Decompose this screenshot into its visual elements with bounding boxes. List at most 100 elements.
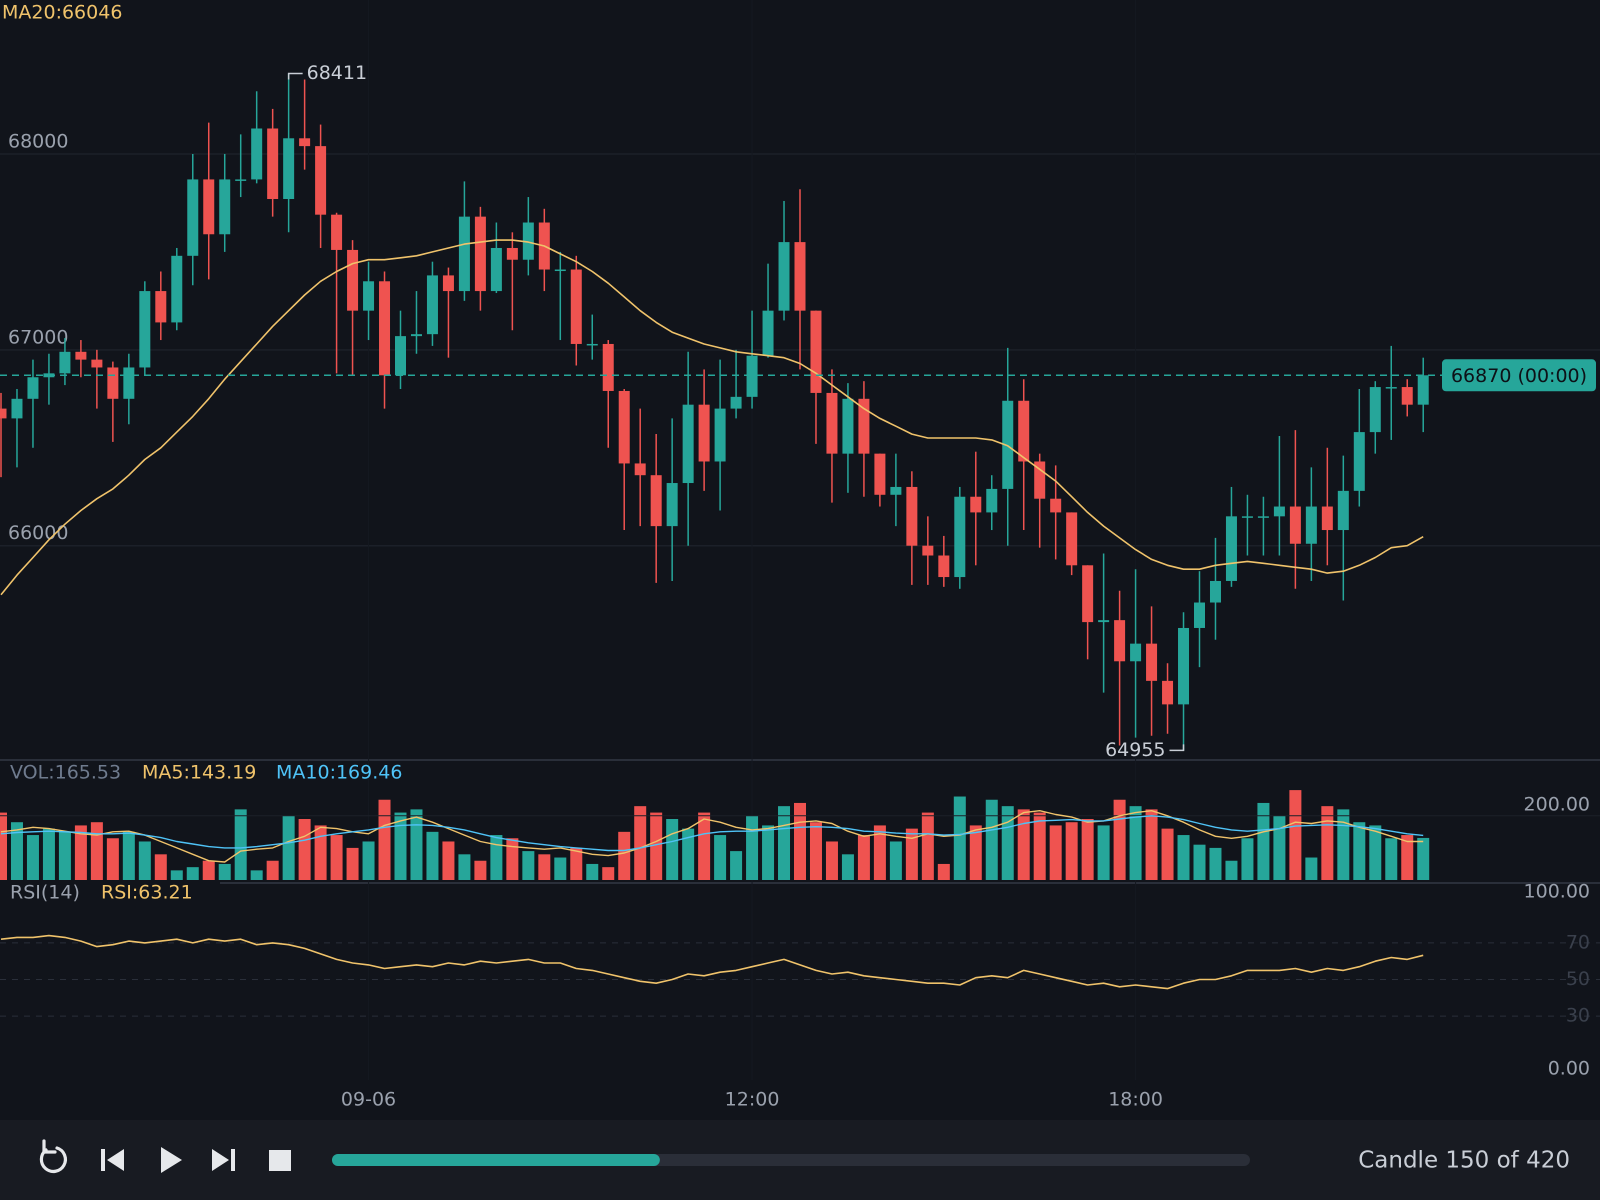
volume-bar (969, 825, 982, 880)
candle-body (698, 404, 710, 462)
volume-bar (666, 819, 679, 880)
candle-body (474, 216, 486, 292)
volume-bar (1145, 809, 1158, 880)
candle-body (634, 463, 646, 476)
volume-bar (234, 809, 247, 880)
candle-body (107, 367, 119, 399)
candle-body (954, 496, 966, 578)
volume-bar (1417, 837, 1430, 880)
candle-body (123, 367, 135, 399)
candle-body (171, 255, 183, 323)
candle-body (1241, 516, 1253, 518)
volume-bar (1305, 857, 1318, 880)
x-tick-label: 12:00 (725, 1089, 780, 1111)
volume-bar (442, 841, 455, 880)
volume-bar (921, 812, 934, 880)
volume-bar (474, 860, 487, 880)
volume-bar (1049, 825, 1062, 880)
candle-body (890, 486, 902, 495)
volume-bar (1081, 819, 1094, 880)
candle-body (906, 486, 918, 546)
volume-bar (0, 812, 7, 880)
candle-body (618, 390, 630, 464)
rsi-tick-label: 100.00 (1524, 881, 1590, 903)
candle-body (331, 214, 343, 250)
candle-body (1050, 498, 1062, 513)
play-button[interactable] (161, 1147, 182, 1173)
high-marker (287, 72, 303, 80)
candle-body (187, 179, 199, 256)
rsi-tick-label: 30 (1566, 1005, 1590, 1027)
candle-body (395, 336, 406, 376)
volume-bar (985, 799, 998, 880)
next-button[interactable] (212, 1149, 235, 1171)
candle-body (59, 351, 71, 374)
volume-bar (1225, 860, 1238, 880)
candle-body (970, 496, 982, 513)
ma20-line (0, 239, 1424, 596)
candle-body (315, 146, 327, 215)
volume-bar (857, 835, 870, 880)
volume-bar (394, 812, 407, 880)
volume-bar (186, 867, 199, 880)
previous-button[interactable] (101, 1149, 124, 1171)
volume-bar (794, 802, 806, 880)
volume-bar (602, 867, 615, 880)
candle-body (682, 404, 694, 484)
volume-bar (314, 825, 327, 880)
volume-bar (682, 828, 695, 880)
volume-bar (1193, 844, 1206, 880)
candle-body (570, 269, 582, 344)
volume-bar (330, 835, 343, 880)
candle-body (155, 291, 167, 323)
volume-bar (250, 870, 263, 880)
volume-bar (1017, 809, 1030, 880)
volume-bar (841, 854, 854, 880)
candle-body (426, 275, 438, 335)
candle-body (1194, 602, 1205, 628)
ma5-label: MA5:143.19 (142, 762, 256, 784)
stop-button[interactable] (269, 1150, 291, 1171)
volume-bar (554, 857, 567, 880)
volume-bar (426, 831, 439, 880)
candle-body (986, 488, 998, 513)
volume-bar (122, 831, 135, 880)
rsi-tick-label: 0.00 (1548, 1058, 1590, 1080)
rsi-label: RSI:63.21 (101, 882, 193, 904)
volume-bar (1289, 790, 1302, 880)
candle-body (379, 281, 391, 376)
candle-body (1321, 506, 1333, 531)
volume-bar (714, 835, 727, 880)
rsi-title: RSI(14) (10, 882, 80, 904)
volume-bar (218, 863, 231, 880)
candle-body (1034, 461, 1046, 499)
candle-body (1130, 643, 1142, 662)
candle-body (714, 408, 726, 462)
candle-body (267, 128, 279, 200)
volume-bar (1065, 822, 1078, 880)
candle-body (75, 351, 87, 360)
volume-bar (202, 860, 215, 880)
candle-body (1082, 565, 1094, 623)
low-label: 64955 (1105, 739, 1165, 761)
volume-bar (889, 841, 902, 880)
volume-bar (650, 812, 663, 880)
volume-bar (1321, 806, 1334, 880)
candle-body (522, 222, 534, 260)
candle-body (506, 247, 518, 260)
volume-bar (266, 860, 279, 880)
candle-body (1353, 432, 1365, 491)
candle-body (1337, 490, 1349, 531)
candle-body (810, 310, 822, 393)
volume-bar (953, 796, 966, 880)
candle-body (826, 392, 838, 454)
volume-bar (26, 835, 39, 880)
replay-button[interactable] (39, 1139, 67, 1174)
candle-body (1018, 400, 1030, 462)
candle-body (1289, 506, 1301, 544)
rsi-line (0, 934, 1424, 990)
candle-body (0, 408, 7, 419)
volume-bar (1385, 838, 1398, 880)
volume-bar (586, 863, 599, 880)
